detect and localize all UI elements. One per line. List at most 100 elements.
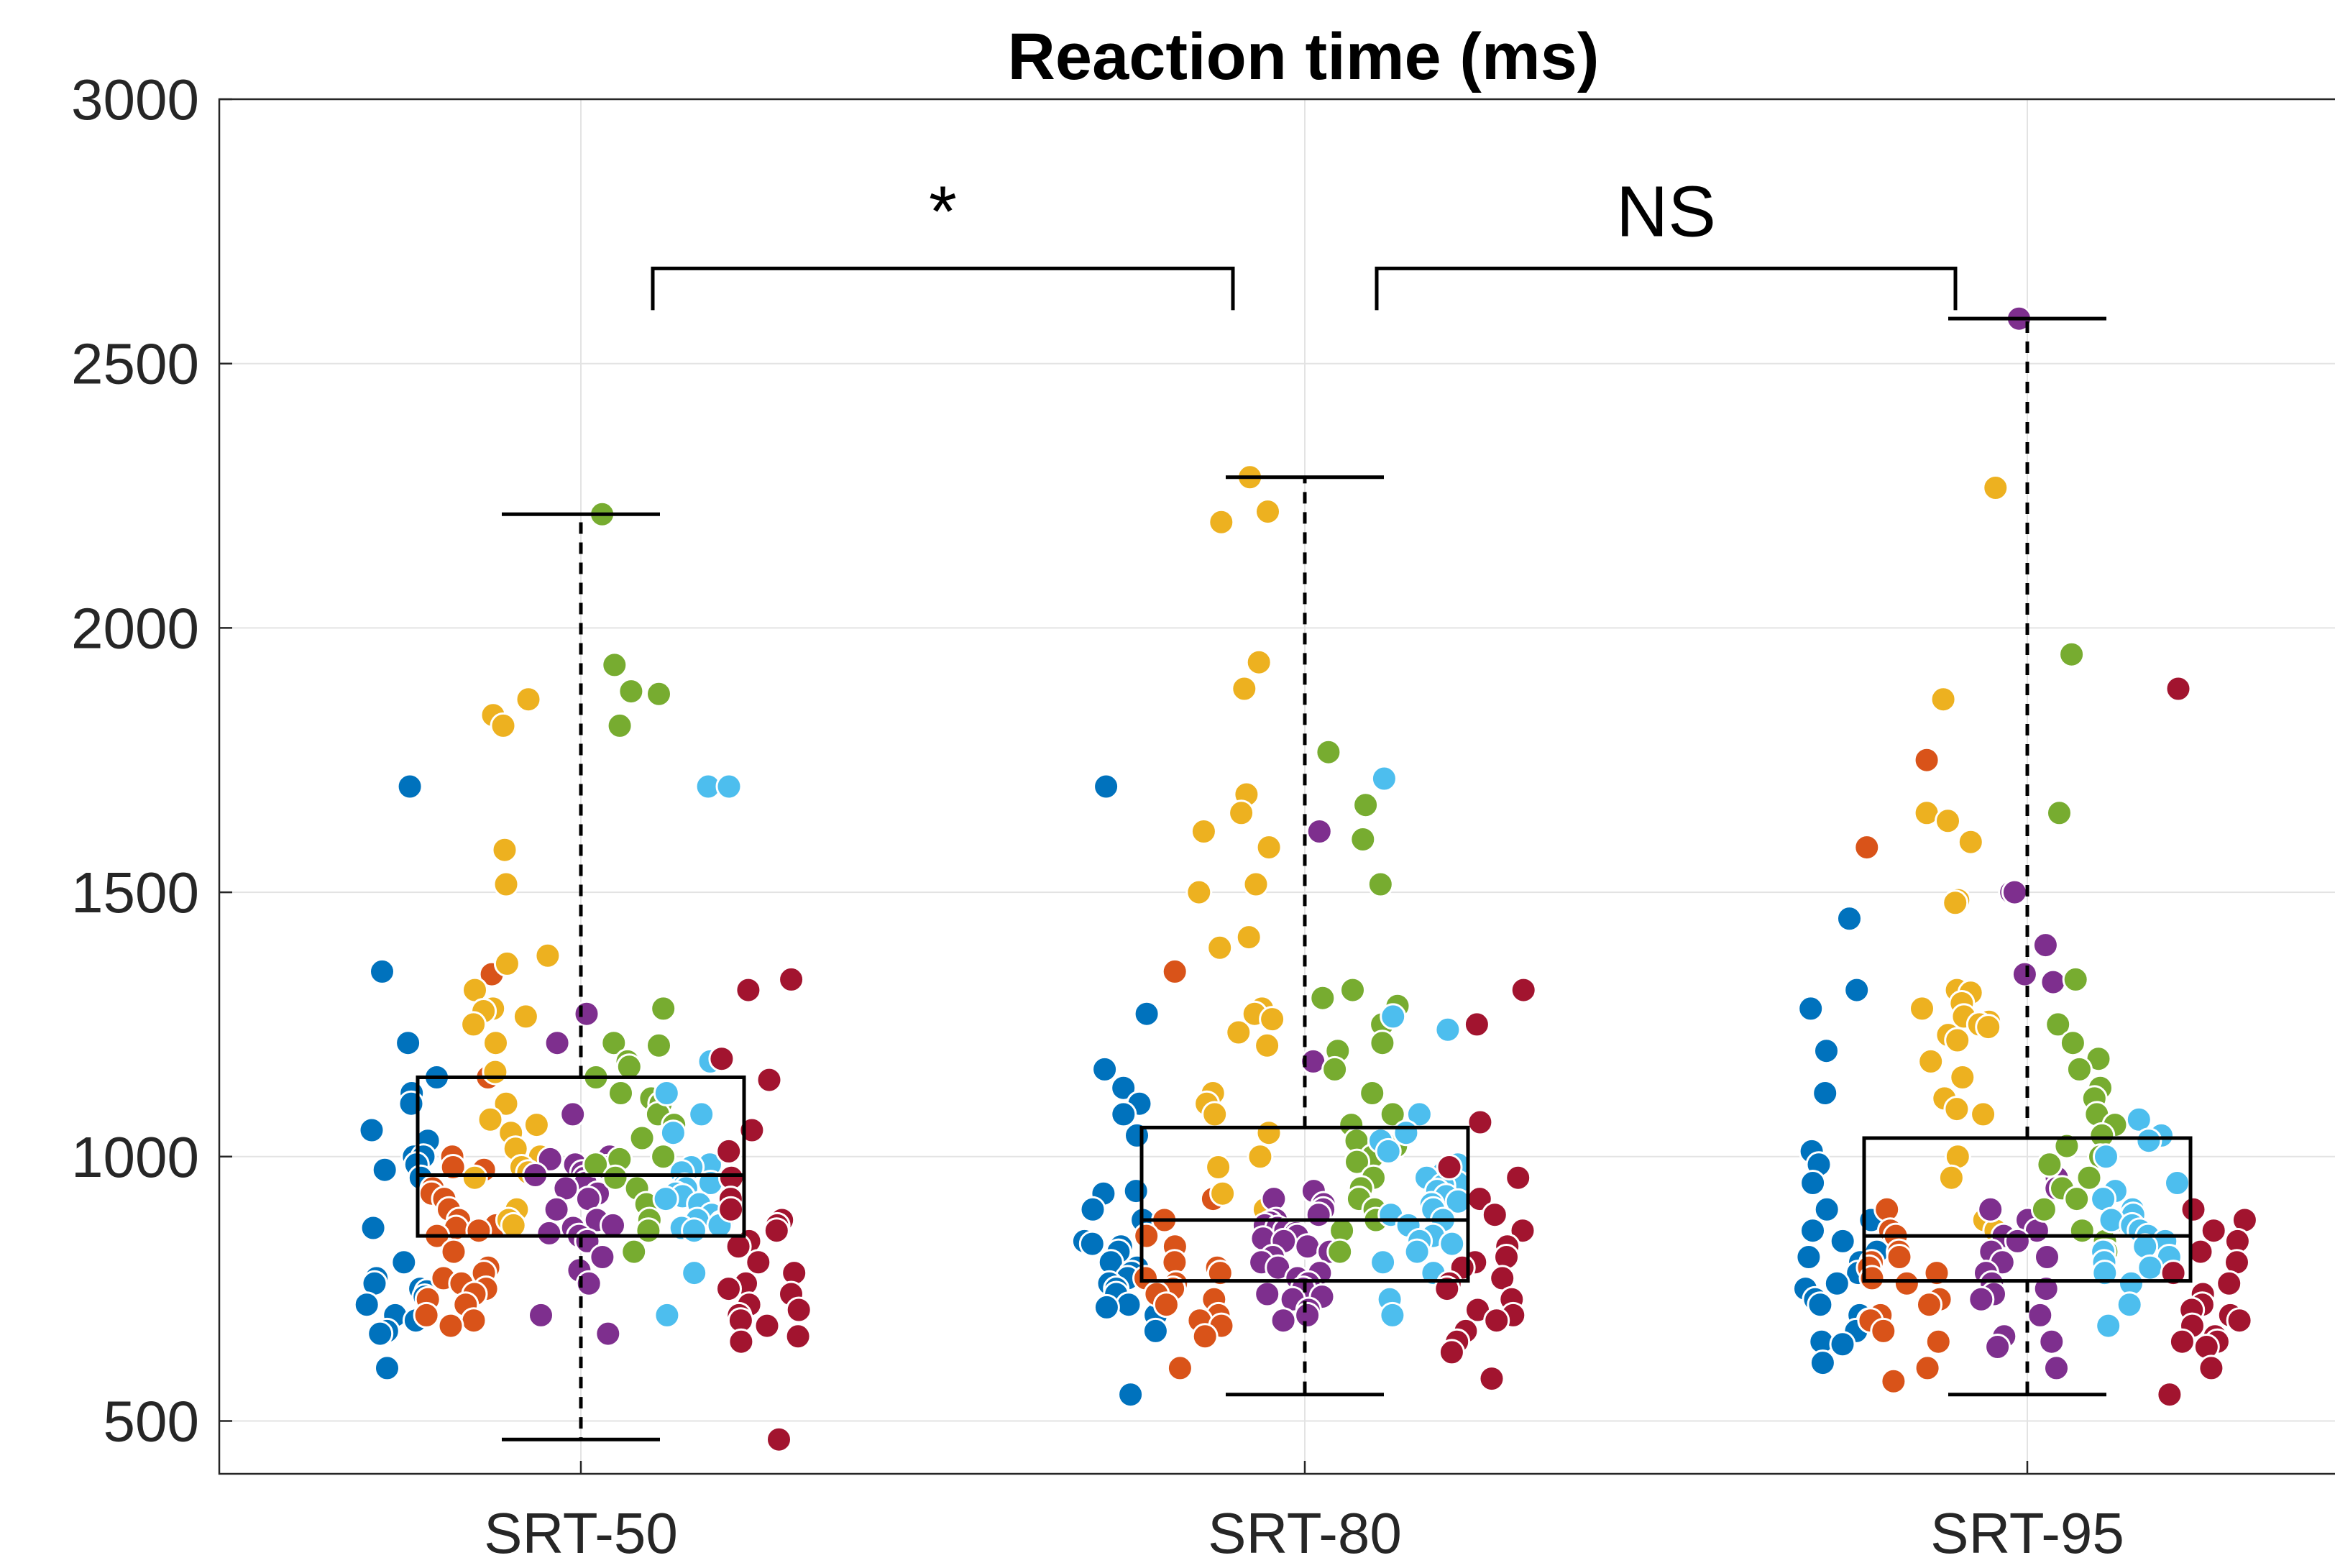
data-point (460, 1307, 487, 1334)
x-tick-label: SRT-95 (1930, 1501, 2124, 1565)
data-point (1944, 1027, 1971, 1054)
data-point (500, 1211, 527, 1239)
data-point (653, 1301, 681, 1329)
data-point (1117, 1381, 1144, 1408)
data-point (1797, 995, 1825, 1022)
data-point (1823, 1270, 1850, 1297)
data-point (1110, 1074, 1137, 1101)
data-point (763, 1217, 790, 1244)
data-point (1294, 1301, 1321, 1329)
data-point (1949, 1064, 1976, 1091)
data-point (367, 1320, 394, 1347)
data-point (652, 1186, 679, 1213)
data-point (1813, 1037, 1840, 1065)
data-point (2165, 675, 2192, 702)
data-point (1201, 1101, 1229, 1128)
data-point (1349, 826, 1377, 853)
data-point (1813, 1196, 1840, 1223)
data-point (2156, 1381, 2183, 1408)
significance-label: NS (1616, 171, 1716, 252)
data-point (635, 1217, 662, 1244)
data-point (1799, 1170, 1827, 1196)
data-point (1209, 1180, 1237, 1207)
data-point (1829, 1331, 1856, 1358)
data-point (715, 773, 743, 800)
data-point (369, 958, 395, 985)
data-point (1436, 1154, 1463, 1180)
data-point (1799, 1217, 1826, 1244)
data-point (2065, 1055, 2093, 1083)
data-point (559, 1101, 587, 1128)
x-tick-label: SRT-80 (1208, 1501, 1402, 1565)
data-point (2058, 641, 2086, 668)
data-point (681, 1260, 708, 1287)
data-point (1930, 686, 1957, 713)
significance-bracket (651, 266, 1235, 311)
data-point (1812, 1080, 1839, 1106)
data-point (715, 1275, 742, 1303)
data-point (1259, 1006, 1286, 1033)
data-point (528, 1301, 554, 1329)
data-point (728, 1328, 755, 1355)
data-point (2200, 1217, 2227, 1244)
data-point (717, 1196, 745, 1223)
data-point (1809, 1349, 1836, 1377)
data-point (543, 1030, 571, 1057)
data-point (2062, 966, 2089, 993)
data-point (1152, 1291, 1180, 1319)
data-point (2095, 1312, 2122, 1339)
data-point (2034, 1244, 2060, 1270)
data-point (1483, 1307, 1510, 1334)
data-point (2038, 1328, 2065, 1355)
data-point (2046, 799, 2073, 827)
data-point (1254, 498, 1281, 526)
data-point (2036, 1151, 2063, 1178)
significance-label: * (929, 171, 957, 252)
data-point (1228, 799, 1255, 827)
significance-annotations: * NS (651, 171, 1958, 311)
data-point (1208, 508, 1235, 536)
data-point (439, 1154, 467, 1180)
data-point (536, 1219, 563, 1247)
data-point (2226, 1307, 2253, 1334)
data-point (1893, 1270, 1920, 1297)
data-point (437, 1312, 464, 1339)
data-point (534, 942, 561, 969)
data-point (1509, 1217, 1536, 1244)
data-point (1380, 1003, 1407, 1030)
data-point (2027, 1301, 2054, 1329)
data-point (1434, 1016, 1462, 1043)
data-point (1326, 1238, 1354, 1265)
data-point (650, 995, 677, 1022)
data-point (2001, 879, 2028, 906)
axes: 500 1000 1500 2000 2500 3000 SRT-50 SRT-80 SRT-9… (71, 68, 2335, 1565)
box-plots (416, 316, 2193, 1441)
data-point (1122, 1178, 1150, 1205)
data-point (602, 1164, 629, 1191)
data-point (1242, 871, 1270, 898)
data-point (601, 651, 628, 679)
data-point (725, 1233, 752, 1260)
y-tick-label: 2000 (71, 596, 199, 660)
y-tick-label: 1000 (71, 1125, 199, 1189)
data-point (1975, 1014, 2002, 1041)
data-point (1255, 1119, 1283, 1147)
data-point (460, 1011, 487, 1038)
data-point (688, 1101, 715, 1128)
data-point (745, 1249, 772, 1276)
data-point (1185, 879, 1213, 906)
data-point (1093, 1293, 1120, 1321)
data-point (543, 1196, 570, 1223)
data-point (491, 836, 518, 863)
data-point (1393, 1119, 1420, 1147)
data-point (1161, 958, 1188, 985)
data-point (512, 1003, 539, 1030)
data-point (1478, 1365, 1505, 1393)
y-tick-label: 2500 (71, 332, 199, 396)
data-point (461, 1164, 488, 1191)
data-point (1982, 474, 2009, 501)
data-point (1909, 995, 1935, 1022)
data-point (1807, 1291, 1834, 1319)
data-point (1133, 1000, 1160, 1027)
data-point (595, 1320, 622, 1347)
